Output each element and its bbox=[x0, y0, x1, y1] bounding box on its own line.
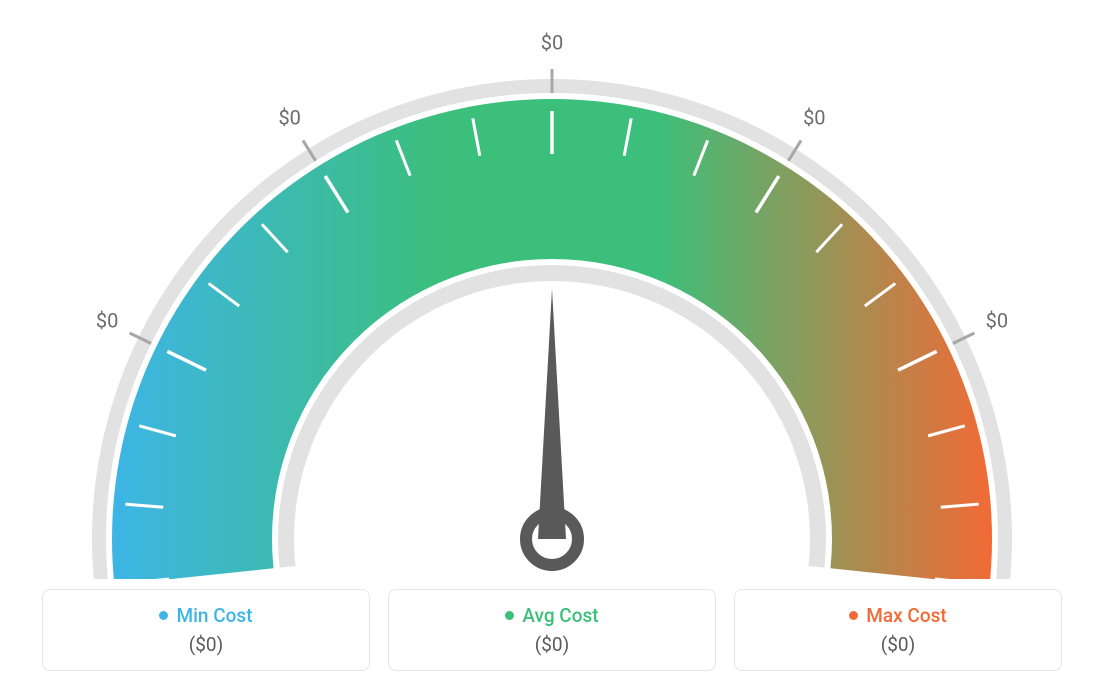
tick-label: $0 bbox=[1033, 577, 1055, 579]
legend-dot-icon bbox=[849, 611, 858, 620]
legend-card: Min Cost ($0) bbox=[42, 589, 370, 671]
gauge-svg: $0 $0 $0 $0 $0 $0 $0 bbox=[22, 19, 1082, 579]
tick-label: $0 bbox=[278, 105, 300, 129]
legend-label: Min Cost bbox=[176, 604, 252, 627]
tick-label: $0 bbox=[986, 308, 1008, 332]
legend-top: Max Cost bbox=[849, 604, 946, 627]
cost-gauge: $0 $0 $0 $0 $0 $0 $0 bbox=[22, 19, 1082, 579]
legend-top: Avg Cost bbox=[505, 604, 598, 627]
tick-label: $0 bbox=[541, 30, 563, 54]
legend-value: ($0) bbox=[535, 633, 569, 656]
tick-label: $0 bbox=[96, 308, 118, 332]
legend-top: Min Cost bbox=[159, 604, 252, 627]
legend-row: Min Cost ($0) Avg Cost ($0) Max Cost ($0) bbox=[42, 589, 1062, 671]
tick-label: $0 bbox=[48, 577, 70, 579]
legend-value: ($0) bbox=[881, 633, 915, 656]
tick-label: $0 bbox=[803, 105, 825, 129]
legend-dot-icon bbox=[505, 611, 514, 620]
legend-card: Avg Cost ($0) bbox=[388, 589, 716, 671]
legend-label: Avg Cost bbox=[522, 604, 598, 627]
legend-dot-icon bbox=[159, 611, 168, 620]
legend-value: ($0) bbox=[189, 633, 223, 656]
legend-card: Max Cost ($0) bbox=[734, 589, 1062, 671]
legend-label: Max Cost bbox=[866, 604, 946, 627]
gauge-needle bbox=[538, 289, 566, 539]
